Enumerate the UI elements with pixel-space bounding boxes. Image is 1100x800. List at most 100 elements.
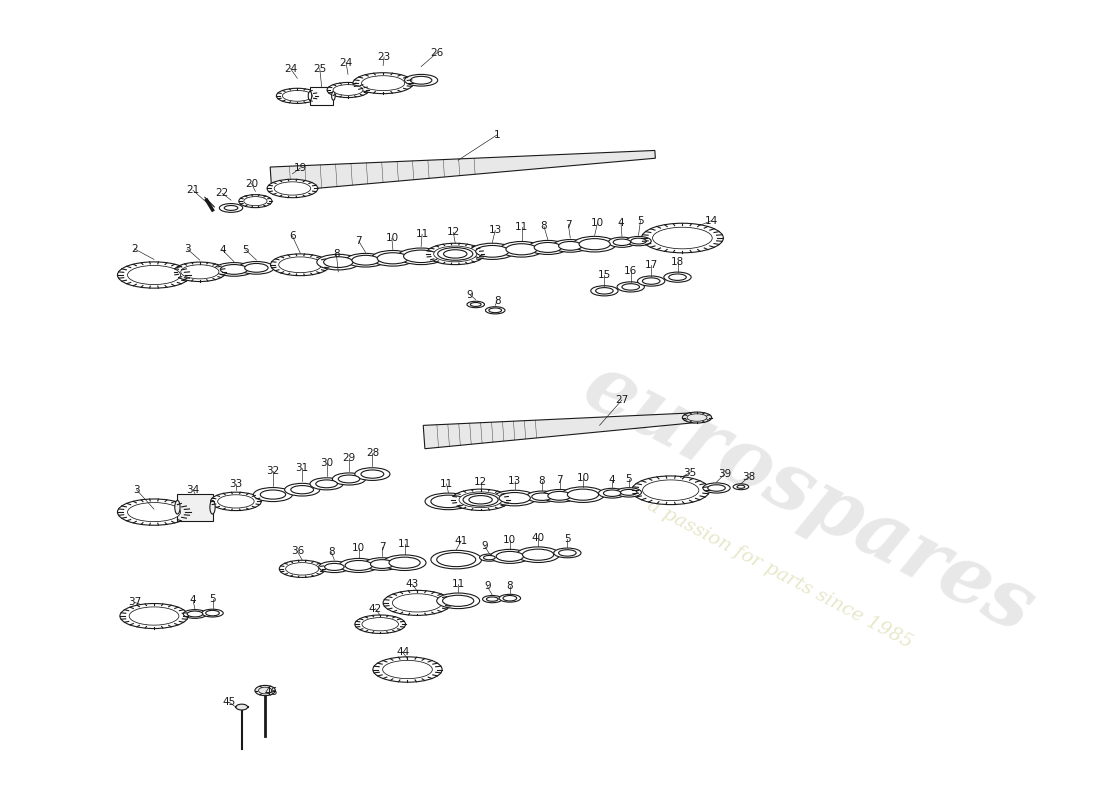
Text: 6: 6	[289, 231, 296, 242]
Ellipse shape	[617, 282, 645, 292]
Text: 43: 43	[406, 579, 419, 590]
Text: 20: 20	[245, 178, 258, 189]
Text: 24: 24	[340, 58, 353, 68]
Ellipse shape	[285, 483, 320, 496]
Ellipse shape	[469, 495, 493, 504]
Text: 9: 9	[484, 582, 491, 591]
Polygon shape	[424, 413, 697, 449]
Text: 7: 7	[565, 219, 572, 230]
Text: 8: 8	[333, 249, 340, 258]
Text: 28: 28	[366, 448, 379, 458]
Ellipse shape	[355, 615, 406, 634]
Text: 35: 35	[683, 468, 696, 478]
Text: 9: 9	[481, 541, 487, 551]
Ellipse shape	[187, 611, 202, 617]
Ellipse shape	[561, 487, 604, 502]
Text: 18: 18	[671, 257, 684, 266]
Text: 38: 38	[742, 472, 756, 482]
Text: 5: 5	[637, 216, 644, 226]
Ellipse shape	[499, 594, 520, 602]
Ellipse shape	[475, 246, 509, 257]
Text: 37: 37	[128, 598, 141, 607]
Ellipse shape	[437, 553, 475, 566]
Ellipse shape	[568, 489, 598, 500]
Text: 14: 14	[705, 216, 718, 226]
Ellipse shape	[283, 90, 312, 102]
Text: 4: 4	[609, 474, 616, 485]
Text: 8: 8	[539, 476, 546, 486]
Text: 8: 8	[541, 222, 548, 231]
Ellipse shape	[410, 76, 432, 84]
Ellipse shape	[118, 262, 190, 288]
Text: 29: 29	[342, 454, 355, 463]
Ellipse shape	[503, 595, 517, 601]
Text: 8: 8	[506, 581, 514, 590]
Ellipse shape	[527, 491, 558, 502]
Ellipse shape	[573, 236, 616, 252]
Ellipse shape	[184, 610, 207, 618]
Ellipse shape	[279, 560, 326, 578]
Ellipse shape	[355, 468, 389, 481]
Ellipse shape	[244, 263, 268, 272]
Ellipse shape	[364, 558, 399, 570]
Text: 19: 19	[294, 163, 307, 173]
Ellipse shape	[733, 484, 749, 490]
Ellipse shape	[682, 412, 712, 423]
Ellipse shape	[517, 547, 560, 562]
Ellipse shape	[486, 597, 498, 602]
Text: 36: 36	[290, 546, 304, 556]
Ellipse shape	[244, 197, 267, 206]
Ellipse shape	[324, 563, 344, 570]
Text: 8: 8	[328, 547, 334, 558]
Ellipse shape	[319, 562, 350, 573]
Ellipse shape	[210, 501, 216, 514]
Ellipse shape	[522, 549, 553, 560]
Text: 2: 2	[131, 244, 138, 254]
Ellipse shape	[433, 246, 476, 262]
Bar	[310, 87, 333, 105]
Ellipse shape	[483, 595, 502, 602]
Polygon shape	[271, 150, 656, 192]
Text: 10: 10	[504, 535, 516, 545]
Text: 11: 11	[515, 222, 528, 233]
Ellipse shape	[239, 194, 272, 208]
Text: 30: 30	[320, 458, 333, 468]
Ellipse shape	[377, 253, 408, 264]
Text: a passion for parts since 1985: a passion for parts since 1985	[645, 496, 915, 651]
Ellipse shape	[426, 243, 484, 265]
Text: 21: 21	[186, 186, 199, 195]
Ellipse shape	[616, 488, 641, 497]
Ellipse shape	[528, 241, 568, 254]
Ellipse shape	[491, 550, 529, 563]
Ellipse shape	[278, 257, 322, 273]
Ellipse shape	[383, 590, 451, 615]
Ellipse shape	[484, 555, 495, 560]
Ellipse shape	[258, 687, 272, 694]
Text: 5: 5	[626, 474, 632, 484]
Text: 15: 15	[597, 270, 611, 280]
Ellipse shape	[128, 266, 180, 285]
Ellipse shape	[488, 308, 502, 313]
Text: 7: 7	[378, 542, 385, 553]
Ellipse shape	[438, 247, 473, 260]
Ellipse shape	[253, 487, 293, 502]
Ellipse shape	[642, 480, 698, 501]
Text: 24: 24	[284, 63, 297, 74]
Ellipse shape	[621, 284, 639, 290]
Ellipse shape	[120, 603, 188, 629]
Ellipse shape	[664, 272, 691, 282]
Ellipse shape	[362, 76, 405, 90]
Ellipse shape	[323, 257, 353, 267]
Ellipse shape	[463, 494, 498, 506]
Ellipse shape	[345, 561, 373, 570]
Ellipse shape	[688, 414, 707, 422]
Ellipse shape	[353, 73, 414, 94]
Ellipse shape	[128, 502, 180, 522]
Ellipse shape	[383, 555, 426, 570]
Text: 11: 11	[398, 539, 411, 549]
Ellipse shape	[333, 85, 363, 95]
Ellipse shape	[553, 548, 581, 558]
Ellipse shape	[604, 490, 622, 497]
Text: 10: 10	[385, 233, 398, 243]
Ellipse shape	[405, 74, 438, 86]
